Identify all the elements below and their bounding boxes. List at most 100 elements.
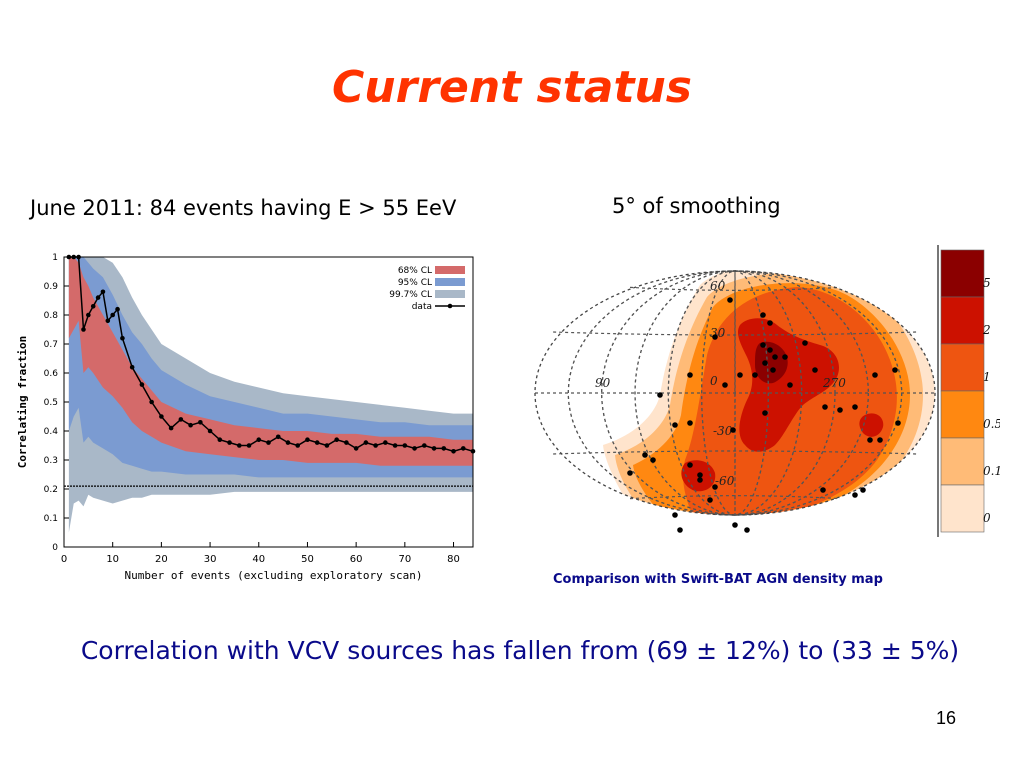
event-dot <box>852 492 858 498</box>
event-dot <box>867 437 873 443</box>
data-point <box>363 440 369 445</box>
data-point <box>159 414 164 419</box>
event-dot <box>642 452 648 458</box>
event-dot <box>687 420 693 426</box>
correlation-plot: 0 10 20 30 40 50 60 70 80 0 0.1 0.2 0.3 0.4 0.5 0.6 0.7 0… <box>16 253 476 582</box>
x-tick-label: 10 <box>106 554 119 565</box>
page-number: 16 <box>936 708 957 728</box>
event-dot <box>650 457 656 463</box>
event-dot <box>722 382 728 388</box>
data-point <box>353 446 359 451</box>
data-point <box>305 437 310 442</box>
x-tick-label: 50 <box>301 554 314 565</box>
legend-swatch <box>435 266 465 274</box>
colorbar-swatch <box>940 390 985 439</box>
data-point <box>168 425 174 431</box>
event-dot <box>802 340 808 346</box>
data-point <box>373 443 378 448</box>
data-point <box>217 437 223 442</box>
graticule-label: 30 <box>710 326 726 340</box>
x-tick-label: 30 <box>204 554 217 565</box>
data-point <box>441 446 447 451</box>
graticule-label: 60 <box>710 279 726 293</box>
colorbar-swatch <box>940 437 985 486</box>
colorbar-label: 5 <box>983 276 991 290</box>
event-dot <box>820 487 826 493</box>
event-dot <box>672 512 678 518</box>
event-dot <box>697 472 703 478</box>
event-dot <box>772 354 778 360</box>
colorbar-label: 1 <box>983 370 991 384</box>
legend-label: 95% CL <box>398 278 432 288</box>
data-point <box>120 335 125 341</box>
data-point <box>275 434 281 440</box>
conclusion-text: Correlation with VCV sources has fallen … <box>80 636 960 665</box>
event-dot <box>752 372 758 378</box>
event-dot <box>737 372 743 378</box>
map-caption-top: 5° of smoothing <box>612 194 781 218</box>
data-point <box>90 304 96 309</box>
event-dot <box>872 372 878 378</box>
graticule-label: -30 <box>713 424 733 438</box>
data-point <box>460 446 466 451</box>
event-dot <box>892 367 898 373</box>
legend-label: data <box>412 302 432 312</box>
event-dot <box>860 487 866 493</box>
colorbar-swatch <box>940 484 985 533</box>
x-axis-label: Number of events (excluding exploratory … <box>124 569 422 582</box>
legend-marker <box>447 303 453 309</box>
event-dot <box>822 404 828 410</box>
legend-label: 99.7% CL <box>389 290 432 300</box>
data-point <box>178 417 184 422</box>
legend-label: 68% CL <box>398 266 432 276</box>
event-dot <box>760 312 766 318</box>
event-dot <box>727 297 733 303</box>
y-tick-label: 0.4 <box>44 427 59 437</box>
legend-swatch <box>435 278 465 286</box>
data-point <box>149 399 154 405</box>
event-dot <box>877 437 883 443</box>
y-tick-label: 1 <box>52 253 58 263</box>
data-point <box>129 364 135 370</box>
event-dot <box>672 422 678 428</box>
y-tick-label: 0.9 <box>44 282 59 292</box>
x-tick-label: 80 <box>447 554 460 565</box>
x-tick-label: 20 <box>155 554 168 565</box>
map-comparison-caption: Comparison with Swift-BAT AGN density ma… <box>553 572 883 587</box>
data-point <box>392 443 398 448</box>
event-dot <box>712 334 718 340</box>
event-dot <box>767 320 773 326</box>
event-dot <box>687 462 693 468</box>
data-point <box>81 327 86 332</box>
data-point <box>139 382 145 387</box>
data-point <box>266 440 271 445</box>
event-dot <box>627 470 633 476</box>
event-dot <box>895 420 901 426</box>
colorbar-label: 0 <box>983 511 991 525</box>
event-dot <box>852 404 858 410</box>
y-tick-label: 0.7 <box>44 340 58 350</box>
data-point <box>227 440 232 445</box>
data-point <box>334 437 339 442</box>
data-point <box>95 295 101 300</box>
y-tick-label: 0.5 <box>44 398 58 408</box>
colorbar-label: 2 <box>982 323 991 337</box>
legend-swatch <box>435 290 465 298</box>
data-point <box>285 440 291 445</box>
data-point <box>383 440 388 445</box>
x-tick-label: 60 <box>350 554 363 565</box>
y-tick-label: 0 <box>52 543 58 553</box>
event-dot <box>707 497 713 503</box>
data-point <box>402 443 408 448</box>
event-dot <box>730 427 736 433</box>
data-point <box>236 443 242 448</box>
event-dot <box>770 367 776 373</box>
sky-density-map: 60 30 0 -30 -60 90 270 5 2 1 0.5 0.1 0 <box>534 245 1000 537</box>
event-dot <box>657 392 663 398</box>
data-point <box>86 312 91 318</box>
data-point <box>256 437 262 442</box>
data-point <box>100 289 106 295</box>
event-dot <box>732 522 738 528</box>
x-tick-label: 0 <box>61 554 67 565</box>
x-tick-label: 70 <box>398 554 411 565</box>
